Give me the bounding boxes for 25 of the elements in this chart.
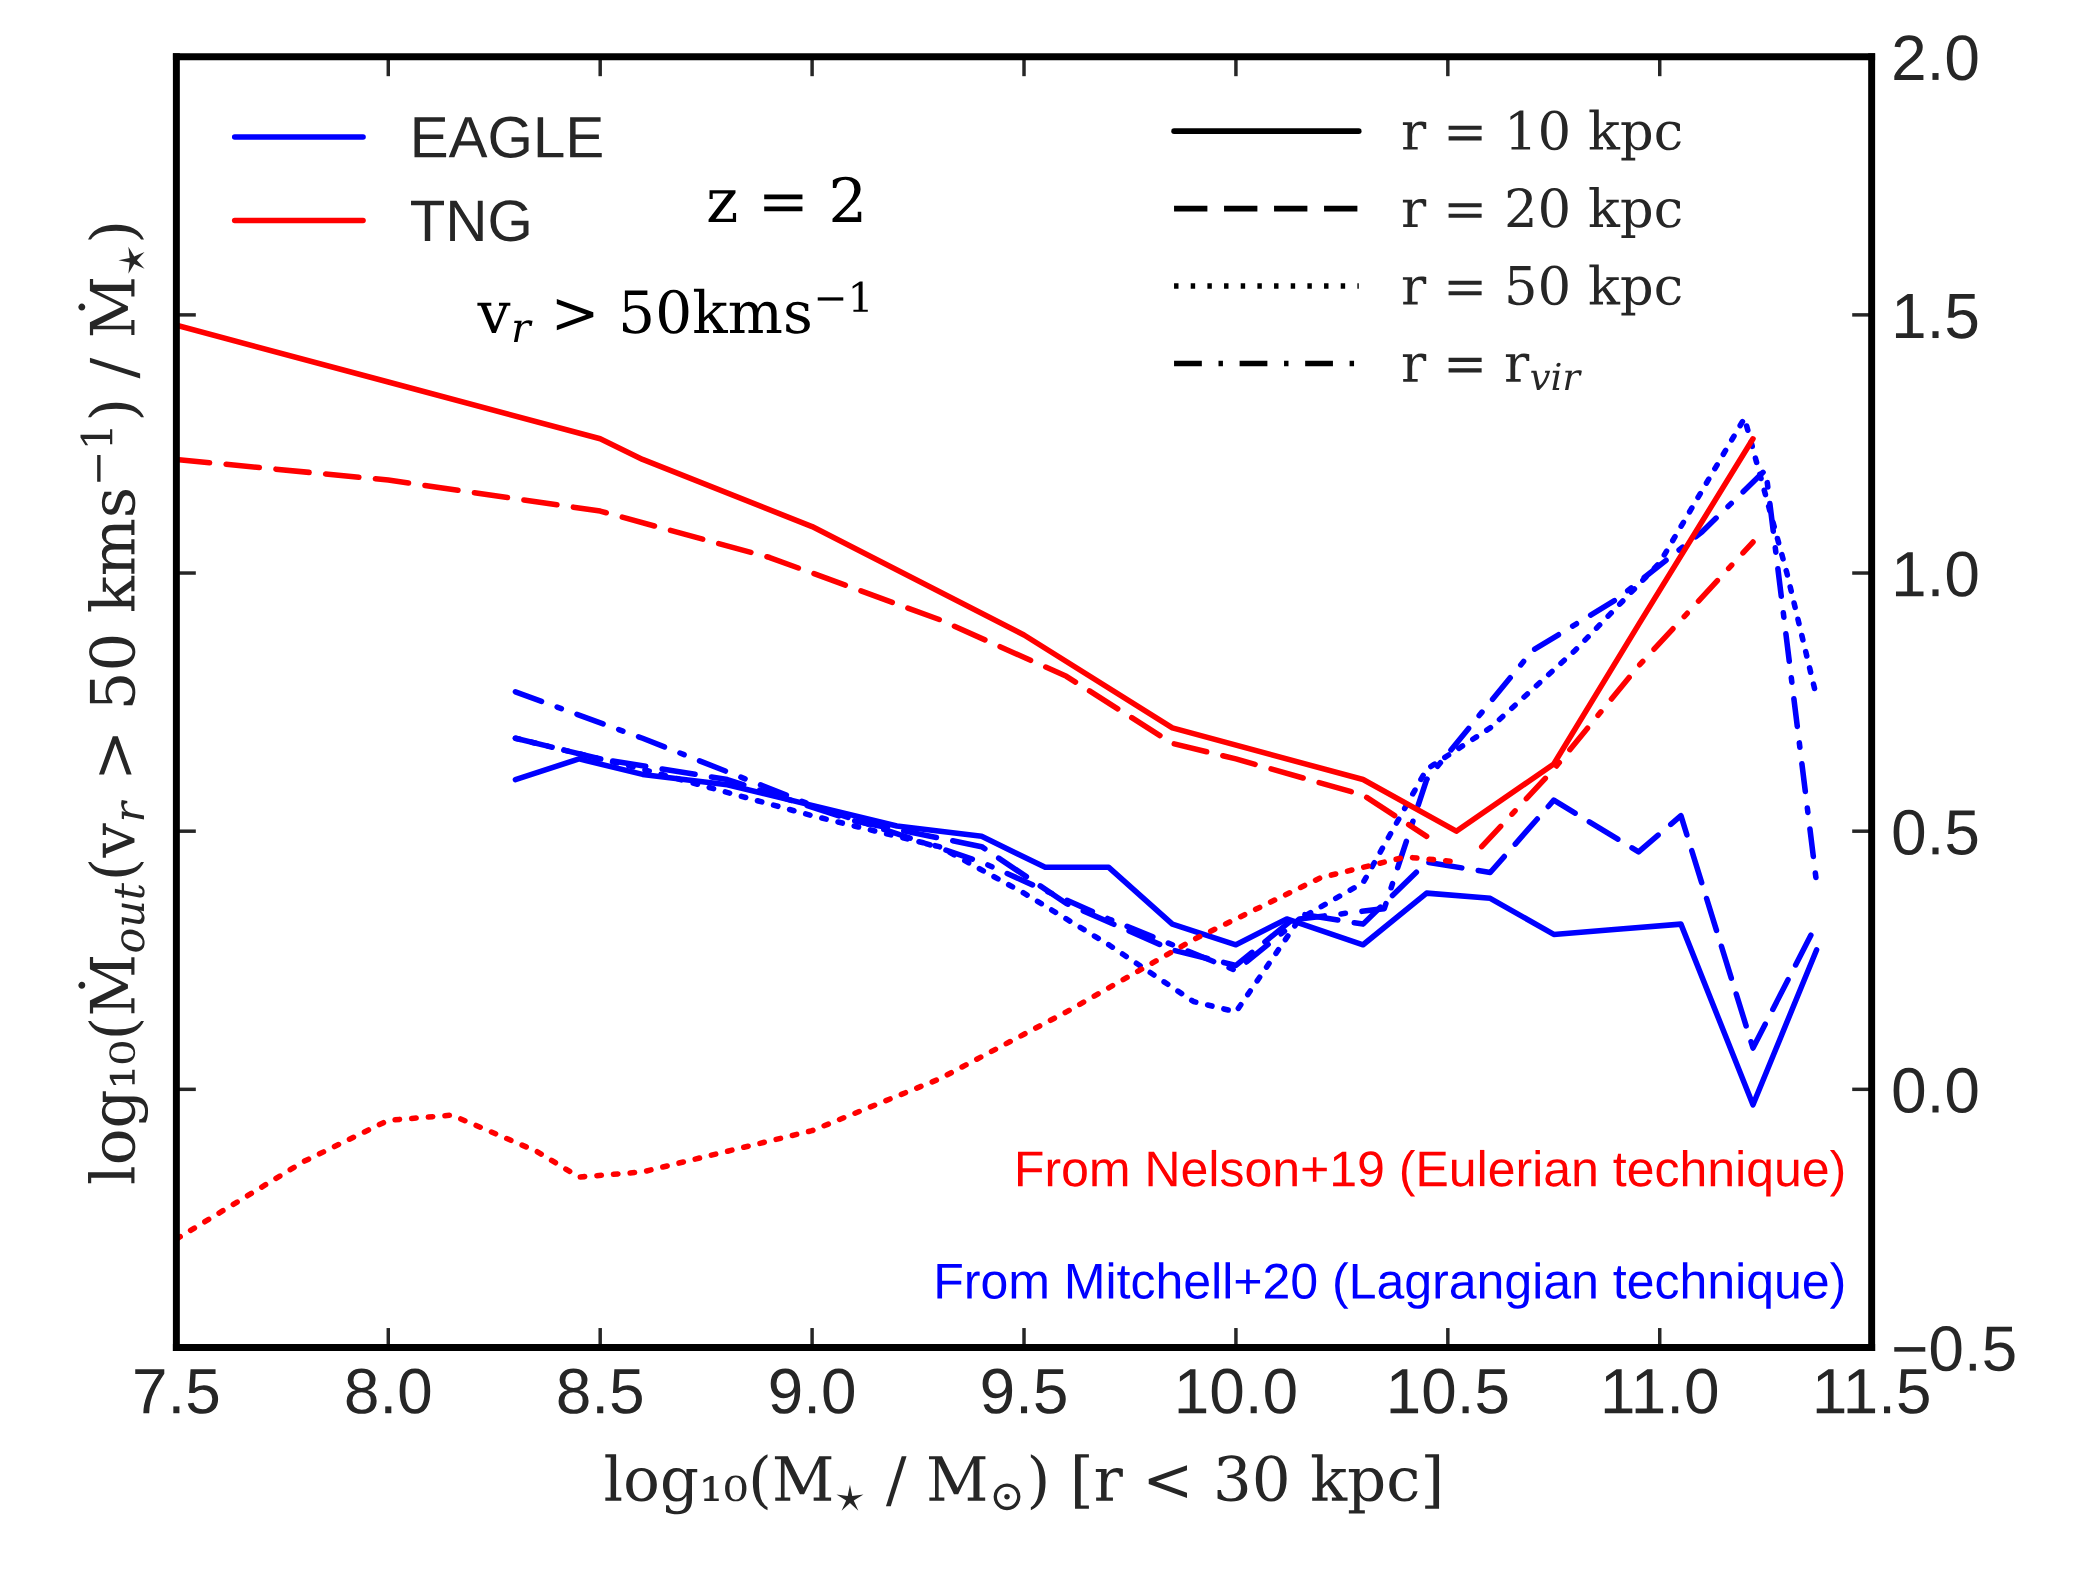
legend-label: EAGLE (414, 116, 602, 158)
x-axis-title: log₁₀(M$_{⋆}$ / M$_{⊙}$) [r < 30 kpc] (605, 1454, 1440, 1515)
y-tick-label: 2.0 (1894, 35, 1978, 81)
x-tick-label: 9.0 (770, 1368, 855, 1414)
legend-label: r = 20 kpc (1402, 186, 1681, 239)
legend-label: TNG (411, 200, 529, 242)
x-tick-label: 7.5 (135, 1369, 219, 1414)
x-tick-label: 10.0 (1178, 1368, 1296, 1414)
x-tick-label: 10.5 (1390, 1368, 1508, 1414)
x-tick-label: 8.0 (346, 1368, 431, 1414)
legend-label: r = 50 kpc (1402, 264, 1681, 316)
x-tick-label: 8.5 (558, 1368, 642, 1414)
legend-label: r = 10 kpc (1402, 109, 1681, 161)
annotation: From Mitchell+20 (Lagrangian technique) (937, 1262, 1844, 1309)
annotation: From Nelson+19 (Eulerian technique) (1018, 1149, 1844, 1197)
x-tick-label: 11.0 (1604, 1368, 1718, 1414)
annotation: z = 2 (708, 176, 862, 223)
text: log₁₀(Ṁ$_{out}$(v$_{r}$ > 50 kms$^{−1}$) / Ṁ$_{⋆}$) (78, 224, 149, 1184)
x-tick-label: 9.5 (982, 1368, 1066, 1414)
legend-label: r = r$_{vir}$ (1402, 353, 1582, 390)
y-tick-label: 0.0 (1893, 1067, 1978, 1114)
y-tick-label: 1.0 (1895, 551, 1978, 597)
y-tick-label: 1.5 (1895, 294, 1978, 339)
annotation: v$_{r}$ > 50kms$^{−1}$ (477, 281, 868, 343)
y-tick-label: 0.5 (1893, 809, 1978, 855)
